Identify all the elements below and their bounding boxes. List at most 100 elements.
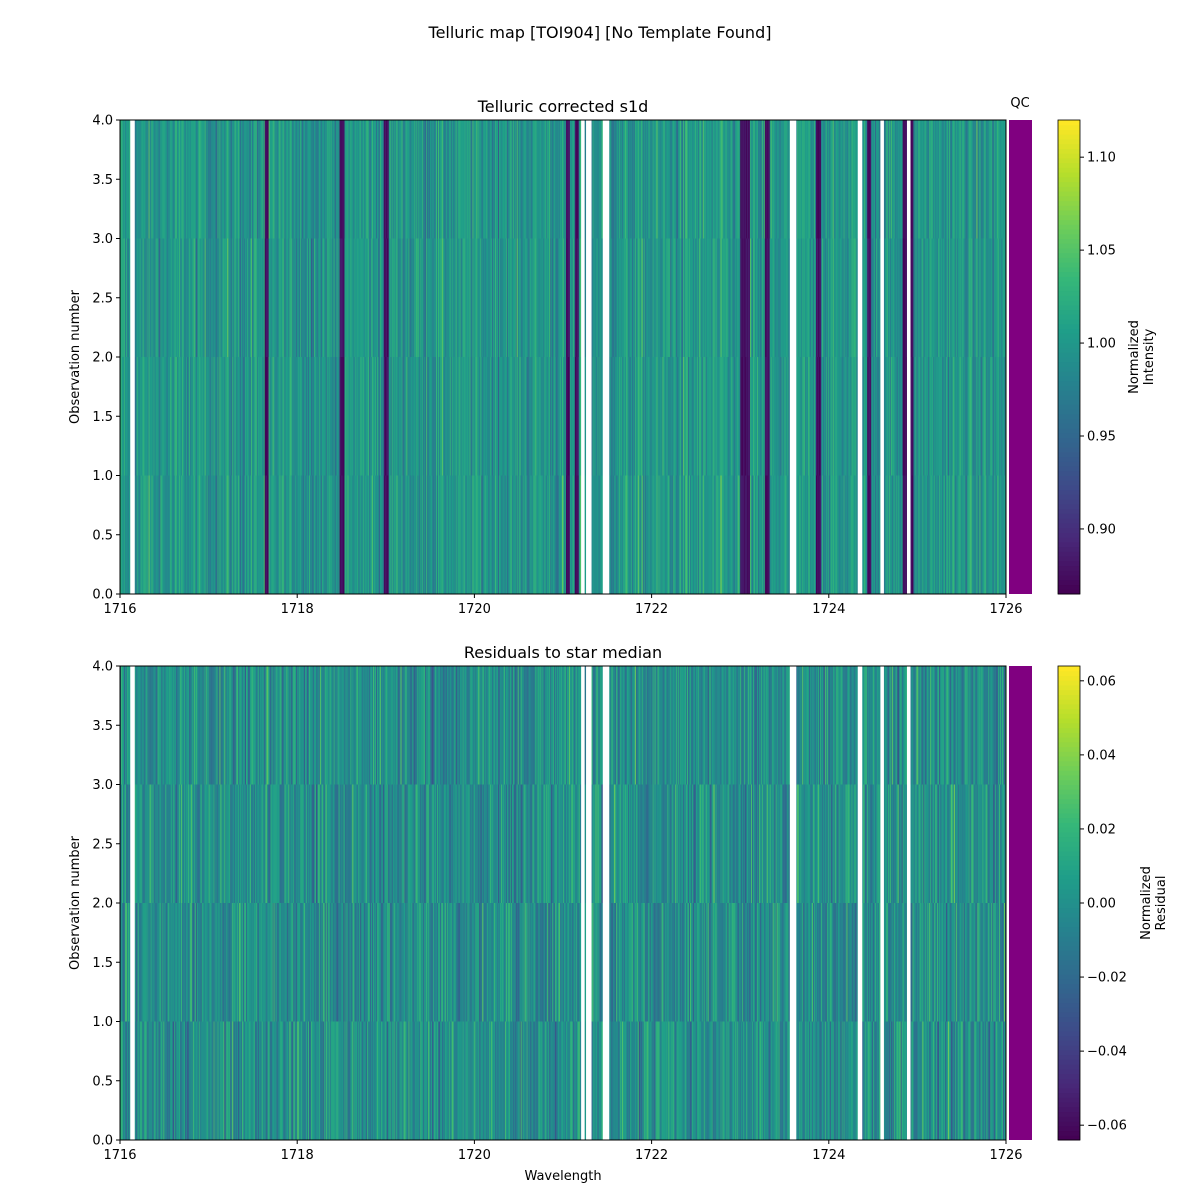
colorbar-segment [1058, 371, 1080, 376]
colorbar-segment [1058, 532, 1080, 537]
heatmap-cell [585, 120, 586, 239]
heatmap-cell [856, 120, 857, 239]
y-tick-label: 1.0 [92, 469, 113, 484]
colorbar-segment [1058, 191, 1080, 196]
heatmap-cell [601, 357, 602, 476]
colorbar-segment [1058, 144, 1080, 149]
heatmap-cell [856, 357, 857, 476]
heatmap-cell [129, 903, 130, 1022]
x-tick-label: 1726 [989, 602, 1022, 617]
colorbar-segment [1058, 305, 1080, 310]
colorbar-segment [1058, 163, 1080, 168]
heatmap-cell [129, 476, 130, 595]
colorbar-segment [1058, 300, 1080, 305]
colorbar-segment [1058, 537, 1080, 542]
colorbar-segment [1058, 257, 1080, 262]
heatmap-cell [879, 357, 880, 476]
heatmap-cell [129, 666, 130, 785]
heatmap-cell [788, 120, 789, 239]
colorbar-segment [1058, 423, 1080, 428]
colorbar-segment [1058, 480, 1080, 485]
x-tick-label: 1722 [635, 602, 668, 617]
colorbar-segment [1058, 295, 1080, 300]
colorbar-segment [1058, 490, 1080, 495]
heatmap-cell [788, 476, 789, 595]
heatmap-cell [129, 1022, 130, 1141]
colorbar-segment [1058, 153, 1080, 158]
colorbar-segment [1058, 172, 1080, 177]
heatmap-cell [879, 476, 880, 595]
y-tick-label: 3.5 [92, 173, 113, 188]
colorbar-segment [1058, 276, 1080, 281]
heatmap-cell [788, 239, 789, 358]
colorbar-segment [1058, 177, 1080, 182]
heatmap-cell [879, 239, 880, 358]
heatmap-cell [856, 239, 857, 358]
colorbar-segment [1058, 186, 1080, 191]
heatmap-cell [601, 476, 602, 595]
colorbar-tick-label: 1.10 [1087, 151, 1116, 166]
colorbar-segment [1058, 566, 1080, 571]
colorbar-segment [1058, 343, 1080, 348]
colorbar-segment [1058, 494, 1080, 499]
heatmap [120, 120, 1006, 594]
colorbar-segment [1058, 324, 1080, 329]
colorbar-segment [1058, 442, 1080, 447]
colorbar-segment [1058, 224, 1080, 229]
y-tick-label: 2.0 [92, 351, 113, 366]
colorbar-segment [1058, 220, 1080, 225]
y-tick-label: 0.0 [92, 588, 113, 603]
x-tick-label: 1718 [281, 602, 314, 617]
colorbar-segment [1058, 291, 1080, 296]
y-tick-label: 0.5 [92, 528, 113, 543]
panel-title: Telluric corrected s1d [477, 97, 649, 116]
colorbar-segment [1058, 409, 1080, 414]
heatmap [120, 666, 1006, 1140]
colorbar-segment [1058, 447, 1080, 452]
heatmap-cell [906, 357, 907, 476]
colorbar-segment [1058, 457, 1080, 462]
colorbar-segment [1058, 352, 1080, 357]
colorbar-segment [1058, 281, 1080, 286]
heatmap-cell [129, 357, 130, 476]
y-tick-label: 3.0 [92, 232, 113, 247]
colorbar-segment [1058, 348, 1080, 353]
colorbar-segment [1058, 471, 1080, 476]
colorbar-segment [1058, 338, 1080, 343]
colorbar-segment [1058, 134, 1080, 139]
heatmap-cell [906, 239, 907, 358]
colorbar-segment [1058, 286, 1080, 291]
colorbar-segment [1058, 509, 1080, 514]
heatmap-cell [879, 120, 880, 239]
colorbar-segment [1058, 158, 1080, 163]
colorbar-segment [1058, 461, 1080, 466]
colorbar-segment [1058, 428, 1080, 433]
heatmap-cell [129, 120, 130, 239]
figure-title: Telluric map [TOI904] [No Template Found… [428, 23, 772, 42]
heatmap-cell [856, 476, 857, 595]
heatmap-cell [601, 239, 602, 358]
qc-bar [1009, 120, 1032, 594]
heatmap-cell [585, 476, 586, 595]
colorbar-segment [1058, 476, 1080, 481]
colorbar-segment [1058, 419, 1080, 424]
colorbar-segment [1058, 267, 1080, 272]
colorbar-segment [1058, 120, 1080, 125]
heatmap-cell [129, 785, 130, 904]
heatmap-cell [580, 120, 581, 239]
heatmap-cell [906, 476, 907, 595]
colorbar-segment [1058, 139, 1080, 144]
colorbar-segment [1058, 570, 1080, 575]
colorbar-segment [1058, 248, 1080, 253]
colorbar-segment [1058, 438, 1080, 443]
colorbar-segment [1058, 215, 1080, 220]
colorbar-tick-label: 1.05 [1087, 244, 1116, 259]
colorbar-segment [1058, 376, 1080, 381]
colorbar-segment [1058, 414, 1080, 419]
heatmap-cell [601, 120, 602, 239]
colorbar-segment [1058, 585, 1080, 590]
x-tick-label: 1716 [103, 602, 136, 617]
colorbar-segment [1058, 125, 1080, 130]
